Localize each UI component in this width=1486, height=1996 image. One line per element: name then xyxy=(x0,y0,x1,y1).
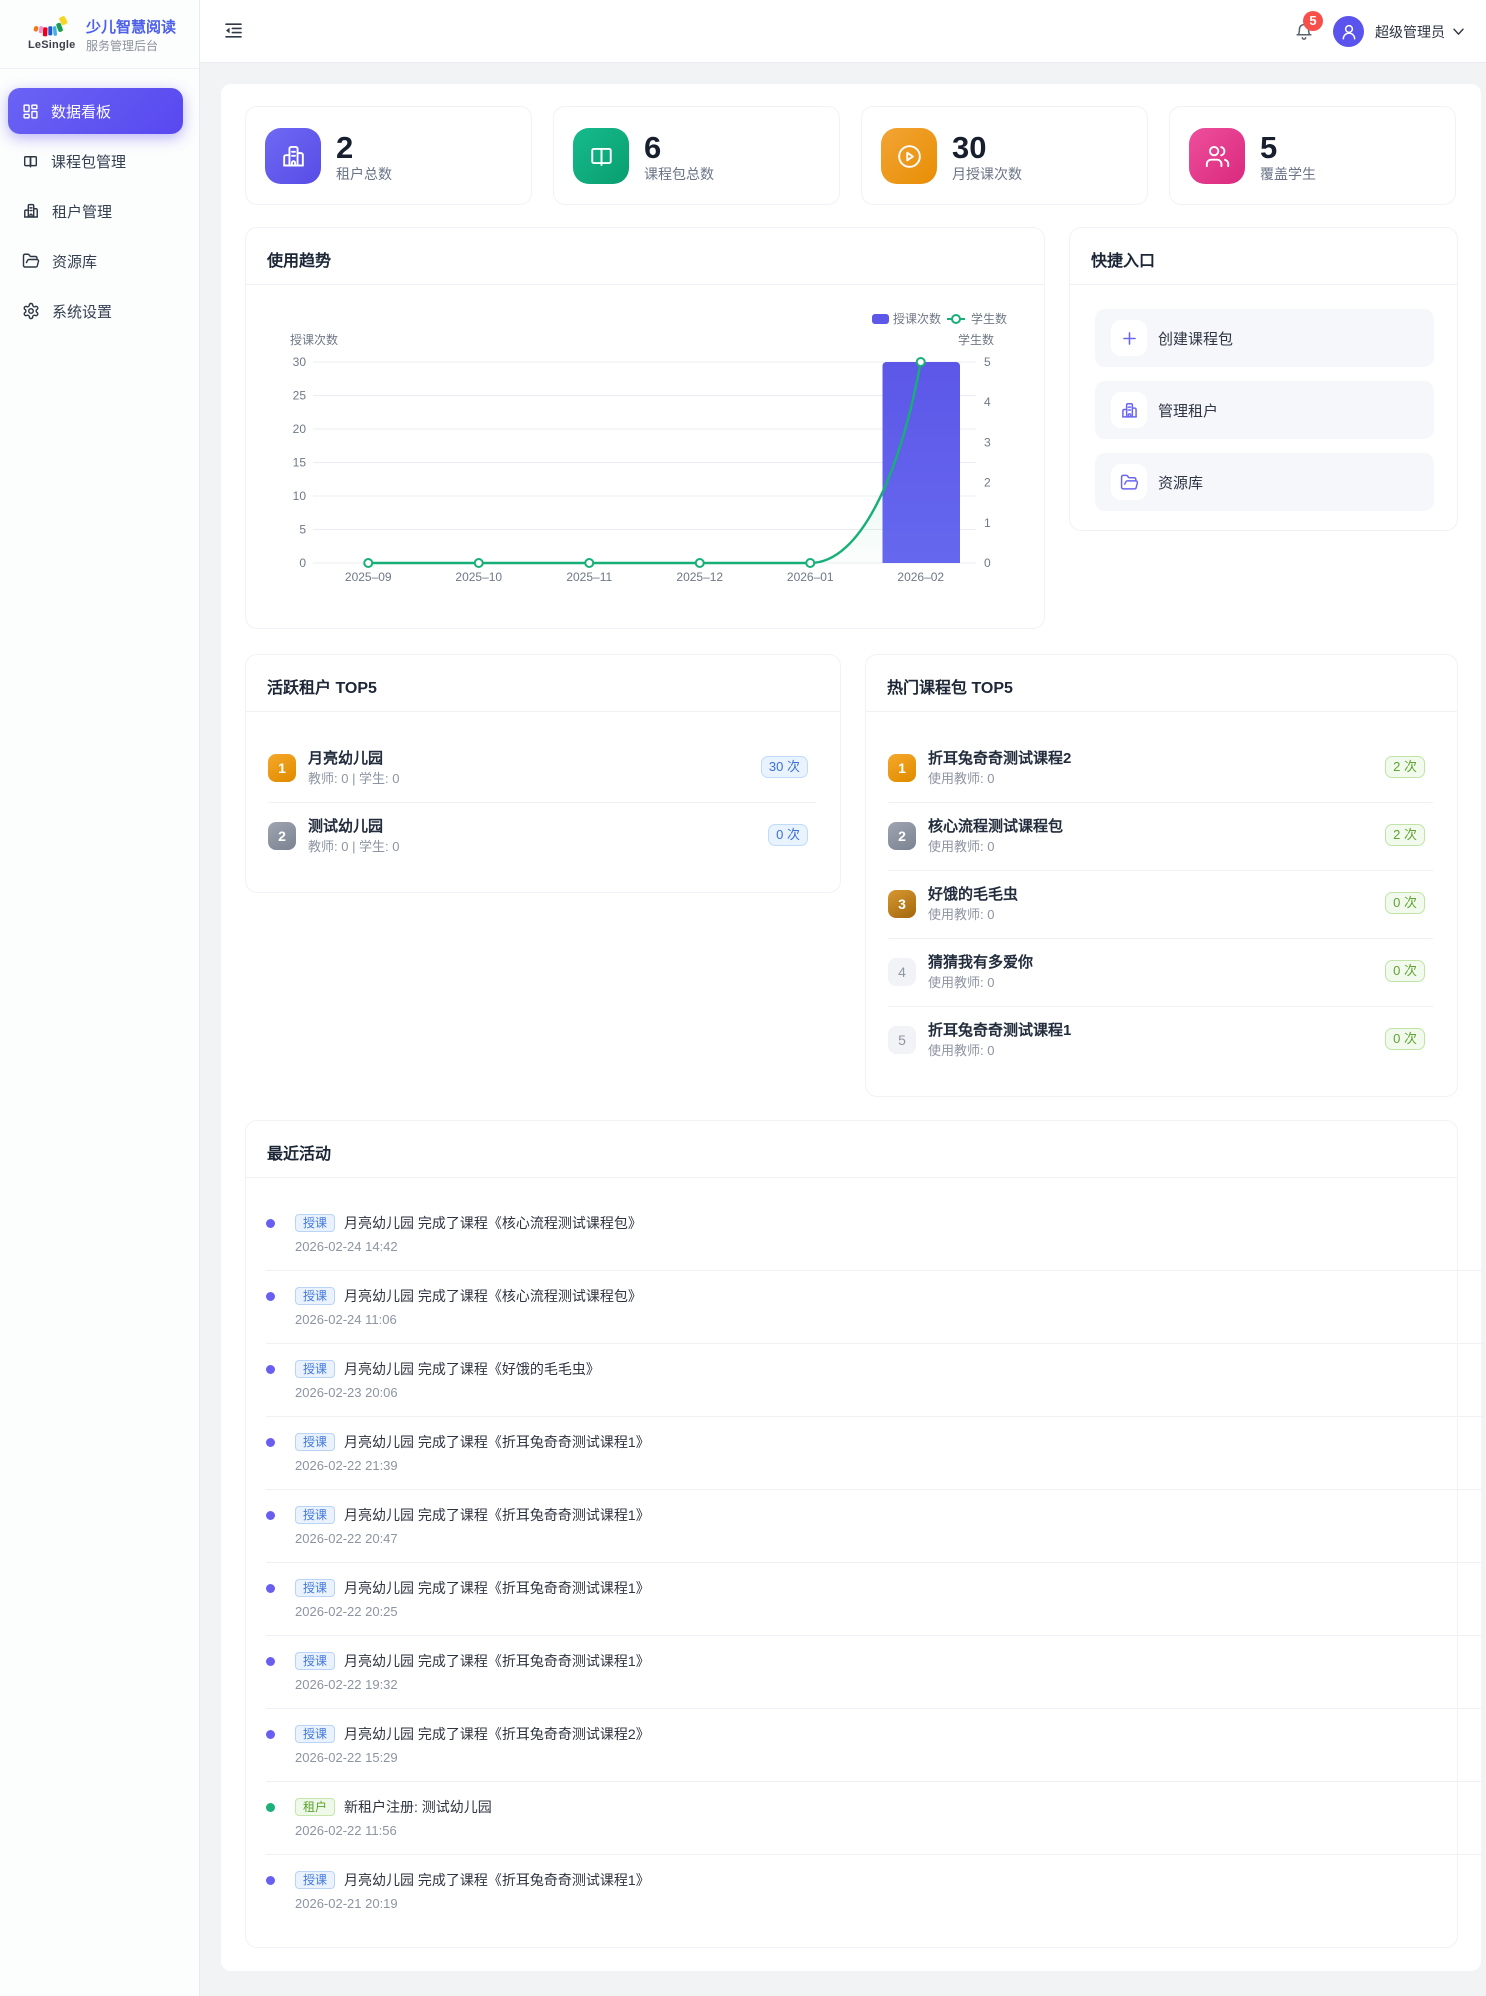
svg-text:4: 4 xyxy=(984,395,991,409)
svg-text:2025–09: 2025–09 xyxy=(345,570,392,584)
svg-text:5: 5 xyxy=(984,355,991,369)
svg-text:1: 1 xyxy=(984,516,991,530)
svg-text:10: 10 xyxy=(293,489,307,503)
svg-text:授课次数: 授课次数 xyxy=(893,311,941,326)
svg-text:2: 2 xyxy=(984,476,991,490)
svg-text:30: 30 xyxy=(293,355,307,369)
svg-text:3: 3 xyxy=(984,435,991,449)
svg-text:学生数: 学生数 xyxy=(958,332,994,347)
svg-text:25: 25 xyxy=(293,389,307,403)
svg-text:15: 15 xyxy=(293,456,307,470)
svg-text:5: 5 xyxy=(299,523,306,537)
svg-text:2026–01: 2026–01 xyxy=(787,570,834,584)
svg-text:2026–02: 2026–02 xyxy=(897,570,944,584)
svg-text:学生数: 学生数 xyxy=(971,311,1007,326)
svg-text:授课次数: 授课次数 xyxy=(290,332,338,347)
svg-text:2025–10: 2025–10 xyxy=(455,570,502,584)
svg-text:0: 0 xyxy=(299,556,306,570)
svg-text:0: 0 xyxy=(984,556,991,570)
svg-text:2025–12: 2025–12 xyxy=(676,570,723,584)
svg-text:2025–11: 2025–11 xyxy=(566,570,612,584)
svg-text:20: 20 xyxy=(293,422,307,436)
